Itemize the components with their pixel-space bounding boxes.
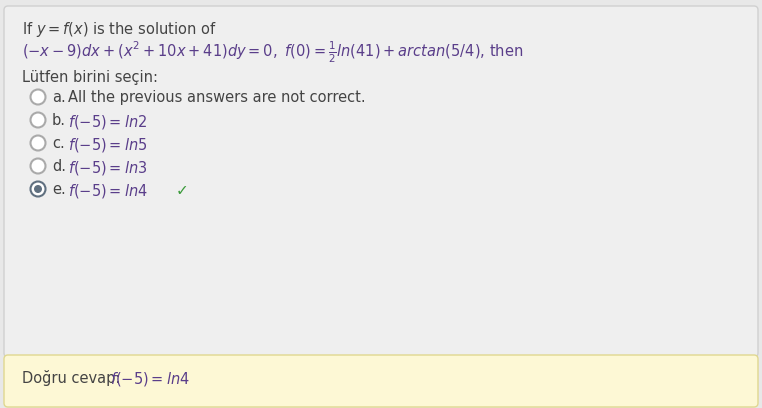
Text: c.: c. xyxy=(52,136,65,151)
Circle shape xyxy=(30,158,46,173)
Text: $f(-5) = ln5$: $f(-5) = ln5$ xyxy=(68,136,147,154)
Text: $f(-5) = ln2$: $f(-5) = ln2$ xyxy=(68,113,147,131)
Text: Doğru cevap:: Doğru cevap: xyxy=(22,370,120,386)
Circle shape xyxy=(30,135,46,151)
Text: If $y = f(x)$ is the solution of: If $y = f(x)$ is the solution of xyxy=(22,20,216,39)
Text: e.: e. xyxy=(52,182,66,197)
Circle shape xyxy=(30,113,46,127)
Circle shape xyxy=(34,185,42,193)
Text: d.: d. xyxy=(52,159,66,174)
Text: $\checkmark$: $\checkmark$ xyxy=(175,182,187,197)
Text: $(-x - 9)dx + (x^2 + 10x + 41)dy = 0,\ f(0) = \frac{1}{2}ln(41) + arctan(5/4)$, : $(-x - 9)dx + (x^2 + 10x + 41)dy = 0,\ f… xyxy=(22,40,523,65)
Text: $f(-5) = ln3$: $f(-5) = ln3$ xyxy=(68,159,147,177)
Text: $f(-5) = ln4$: $f(-5) = ln4$ xyxy=(68,182,148,200)
FancyBboxPatch shape xyxy=(4,6,758,357)
Text: $f(-5) = ln4$: $f(-5) = ln4$ xyxy=(110,370,190,388)
Circle shape xyxy=(30,89,46,104)
Text: a.: a. xyxy=(52,90,66,105)
Circle shape xyxy=(30,182,46,197)
Text: b.: b. xyxy=(52,113,66,128)
Text: Lütfen birini seçin:: Lütfen birini seçin: xyxy=(22,70,158,85)
FancyBboxPatch shape xyxy=(4,355,758,407)
Text: All the previous answers are not correct.: All the previous answers are not correct… xyxy=(68,90,366,105)
